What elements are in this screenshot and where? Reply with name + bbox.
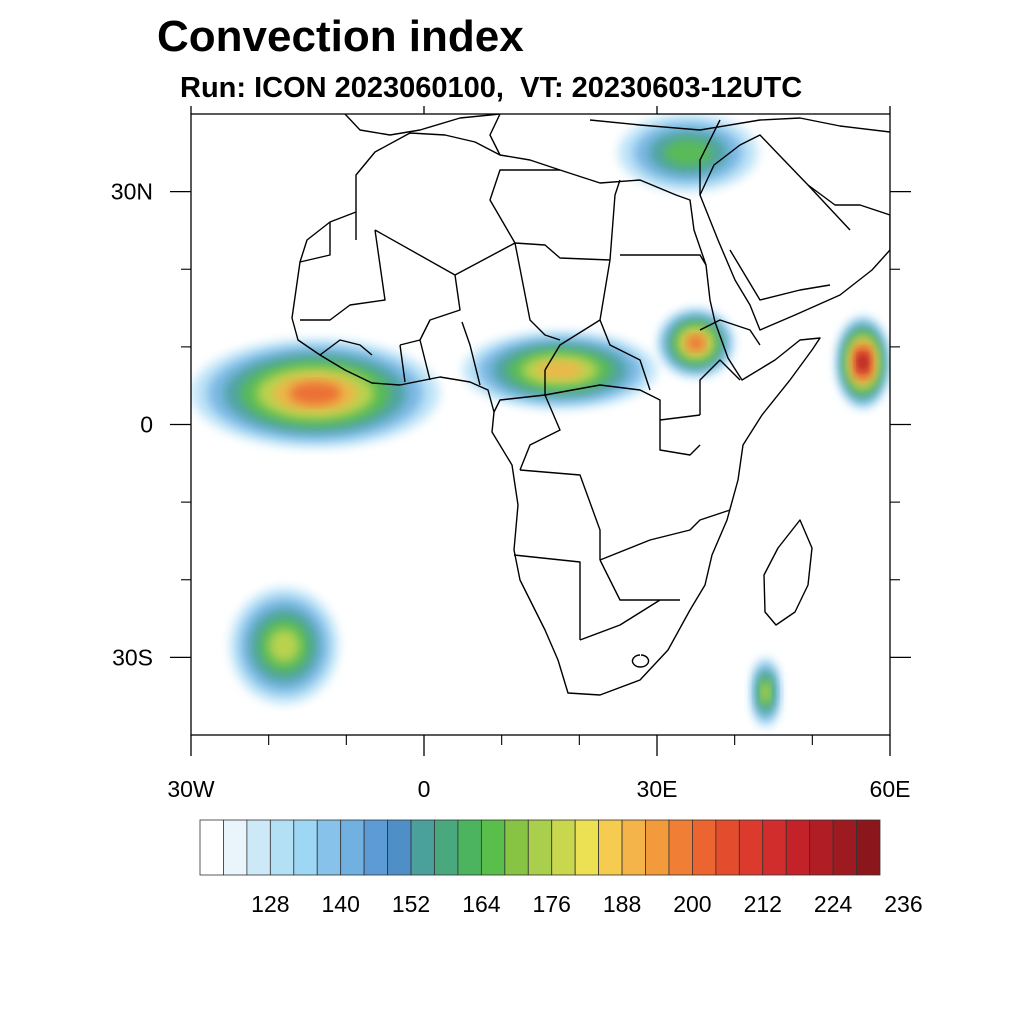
colorbar-label: 188 bbox=[603, 891, 641, 917]
arabia-coastline bbox=[699, 134, 890, 331]
colorbar-label: 164 bbox=[462, 891, 501, 917]
colorbar-swatch bbox=[293, 819, 318, 876]
colorbar-swatch bbox=[809, 819, 834, 876]
colorbar-swatch bbox=[692, 819, 717, 876]
colorbar-swatch bbox=[527, 819, 553, 876]
colorbar-swatch bbox=[387, 819, 412, 876]
colorbar-swatch bbox=[762, 819, 787, 876]
colorbar-label: 200 bbox=[673, 891, 711, 917]
convection-area bbox=[462, 331, 657, 409]
colorbar-swatch bbox=[363, 819, 388, 876]
colorbar-swatch bbox=[340, 819, 365, 876]
colorbar-label: 176 bbox=[533, 891, 571, 917]
lat-tick-label: 0 bbox=[140, 412, 153, 438]
convection-area bbox=[229, 587, 339, 704]
colorbar-swatch bbox=[269, 819, 295, 876]
madagascar-coastline bbox=[763, 519, 813, 626]
convection-area bbox=[657, 308, 735, 378]
colorbar-label: 140 bbox=[322, 891, 360, 917]
colorbar-swatch bbox=[551, 819, 576, 876]
colorbar-swatch bbox=[480, 819, 506, 876]
colorbar-swatch bbox=[621, 819, 646, 876]
colorbar-label: 224 bbox=[814, 891, 853, 917]
colorbar-swatch bbox=[410, 819, 435, 876]
lon-tick-label: 30W bbox=[167, 776, 215, 802]
lon-tick-label: 0 bbox=[418, 776, 431, 802]
colorbar-swatch bbox=[316, 819, 342, 876]
colorbar-swatch bbox=[715, 819, 740, 876]
lat-tick-label: 30S bbox=[112, 644, 153, 670]
colorbar-swatch bbox=[668, 819, 693, 876]
europe-coastline bbox=[344, 114, 890, 136]
colorbar-label: 236 bbox=[884, 891, 922, 917]
convection-area bbox=[835, 315, 890, 409]
colorbar-swatch bbox=[574, 819, 600, 876]
colorbar-swatch bbox=[246, 819, 271, 876]
border-lines bbox=[299, 114, 851, 668]
convection-area bbox=[191, 339, 440, 448]
colorbar-label: 152 bbox=[392, 891, 430, 917]
colorbar-swatch bbox=[856, 819, 881, 876]
convection-area bbox=[750, 657, 782, 728]
colorbar-swatch bbox=[785, 819, 811, 876]
colorbar-swatch bbox=[457, 819, 482, 876]
lon-tick-label: 60E bbox=[870, 776, 911, 802]
map-axes: 30W 0 30E 60E 30N 0 30S bbox=[111, 106, 911, 802]
convection-shading bbox=[191, 114, 890, 728]
colorbar-swatch bbox=[199, 819, 224, 876]
colorbar-swatch bbox=[223, 819, 248, 876]
colorbar-swatch bbox=[832, 819, 857, 876]
colorbar-swatch bbox=[598, 819, 623, 876]
chart-title: Convection index bbox=[157, 12, 524, 61]
lat-tick-label: 30N bbox=[111, 179, 153, 205]
africa-coastline bbox=[291, 132, 821, 696]
country-borders bbox=[291, 114, 890, 696]
chart-subtitle: Run: ICON 2023060100, VT: 20230603-12UTC bbox=[180, 72, 803, 104]
colorbar: 128 140 152 164 176 188 200 212 224 236 bbox=[199, 819, 923, 917]
lon-tick-label: 30E bbox=[637, 776, 678, 802]
colorbar-swatch bbox=[738, 819, 764, 876]
colorbar-swatch bbox=[504, 819, 529, 876]
colorbar-swatch bbox=[434, 819, 459, 876]
colorbar-label: 212 bbox=[744, 891, 782, 917]
colorbar-swatch bbox=[645, 819, 670, 876]
colorbar-label: 128 bbox=[251, 891, 289, 917]
